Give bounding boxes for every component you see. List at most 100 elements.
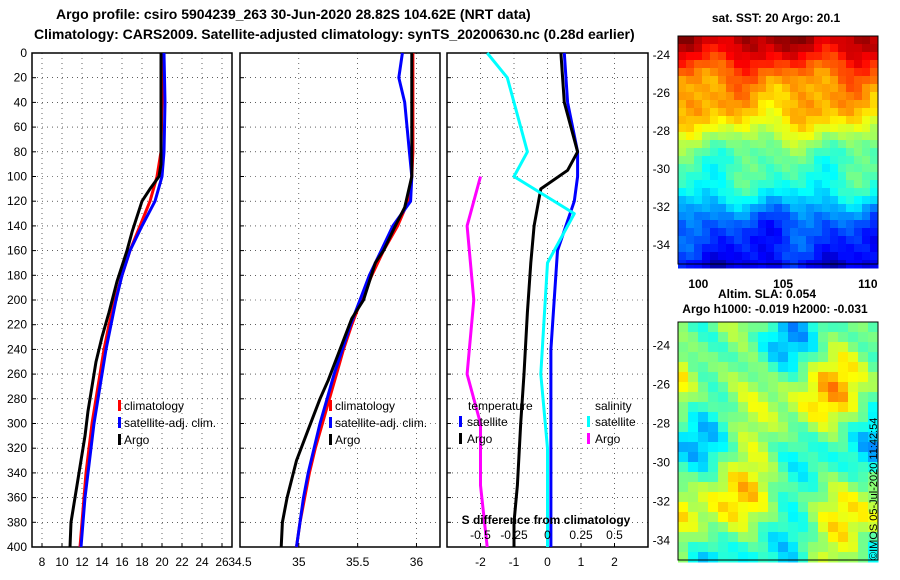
sst-map-cell: [710, 156, 719, 165]
sst-map-cell: [822, 52, 831, 61]
sst-map-cell: [774, 172, 783, 181]
sst-map-cell: [702, 132, 711, 141]
sla-map-cell: [748, 542, 759, 553]
sst-map-cell: [806, 60, 815, 69]
sla-map-cell: [738, 412, 749, 423]
sla-map-cell: [778, 452, 789, 463]
sst-map-cell: [734, 100, 743, 109]
temperature-tick-label: 22: [175, 555, 189, 569]
sla-map-title: Altim. SLA: 0.054: [718, 287, 816, 301]
sst-map-cell: [734, 236, 743, 245]
sst-map-cell: [814, 212, 823, 221]
sst-map-cell: [822, 84, 831, 93]
s-difference-tick-label: 0: [544, 528, 551, 542]
sst-map-cell: [678, 188, 687, 197]
sla-map-cell: [678, 332, 689, 343]
sla-map-cell: [838, 532, 849, 543]
sst-map-cell: [782, 164, 791, 173]
sst-map-cell: [686, 236, 695, 245]
sla-map-cell: [868, 492, 879, 503]
sst-map-cell: [694, 36, 703, 45]
sst-map-cell: [686, 204, 695, 213]
sla-map-cell: [718, 342, 729, 353]
sst-map-cell: [806, 220, 815, 229]
sst-map-cell: [790, 172, 799, 181]
sla-map-cell: [858, 392, 869, 403]
sla-map-cell: [768, 422, 779, 433]
sla-map-cell: [738, 452, 749, 463]
sst-map-cell: [846, 92, 855, 101]
sst-map-cell: [774, 236, 783, 245]
sst-map-cell: [734, 204, 743, 213]
sst-map-cell: [710, 84, 719, 93]
sst-map-cell: [790, 92, 799, 101]
sla-map-cell: [818, 432, 829, 443]
sla-map-cell: [788, 382, 799, 393]
sla-map-cell: [788, 492, 799, 503]
sla-map-cell: [778, 362, 789, 373]
sst-map-cell: [726, 156, 735, 165]
sla-map-cell: [778, 462, 789, 473]
sst-map-cell: [742, 220, 751, 229]
sst-map-cell: [782, 100, 791, 109]
sst-map-cell: [726, 188, 735, 197]
sla-map-cell: [728, 452, 739, 463]
sst-map-cell: [718, 244, 727, 253]
sla-map-cell: [748, 432, 759, 443]
sst-map-cell: [830, 76, 839, 85]
sst-map-cell: [678, 204, 687, 213]
salinity-tick-label: 35.5: [346, 555, 370, 569]
sla-map-cell: [858, 442, 869, 453]
sla-map-cell: [708, 412, 719, 423]
sla-map-cell: [838, 512, 849, 523]
sst-map-cell: [862, 44, 871, 53]
sla-map-cell: [688, 472, 699, 483]
sst-map-cell: [790, 212, 799, 221]
sst-map-cell: [718, 116, 727, 125]
sst-map-cell: [838, 188, 847, 197]
sst-map-cell: [854, 124, 863, 133]
sst-map-cell: [822, 60, 831, 69]
sst-map-cell: [718, 108, 727, 117]
sst-map-cell: [766, 172, 775, 181]
sla-map-cell: [858, 402, 869, 413]
sla-map-cell: [708, 522, 719, 533]
sla-map-cell: [688, 442, 699, 453]
sla-map-cell: [778, 492, 789, 503]
sst-map-cell: [694, 116, 703, 125]
sst-map-cell: [830, 132, 839, 141]
sst-map-cell: [870, 108, 879, 117]
sst-map-cell: [838, 180, 847, 189]
sst-map-cell: [742, 180, 751, 189]
sst-map-cell: [758, 164, 767, 173]
sst-map-cell: [782, 132, 791, 141]
sla-map-cell: [768, 372, 779, 383]
sst-map-cell: [766, 140, 775, 149]
sst-map-latitude-label: -28: [653, 124, 671, 138]
sla-map-cell: [788, 432, 799, 443]
sst-map-cell: [686, 36, 695, 45]
sst-map-cell: [822, 196, 831, 205]
depth-tick-label: 160: [7, 244, 27, 258]
sla-map-cell: [808, 532, 819, 543]
sst-map-cell: [782, 196, 791, 205]
sla-map-cell: [808, 542, 819, 553]
sst-map-cell: [758, 228, 767, 237]
sst-map-cell: [814, 140, 823, 149]
sla-map-cell: [868, 382, 879, 393]
series-line-climatology: [78, 53, 164, 548]
sst-map-cell: [678, 156, 687, 165]
sla-map-cell: [818, 482, 829, 493]
sla-map-cell: [738, 522, 749, 533]
sst-map-cell: [806, 124, 815, 133]
sla-map-cell: [858, 362, 869, 373]
sst-map-cell: [854, 212, 863, 221]
sst-map-cell: [830, 108, 839, 117]
sla-map-cell: [688, 362, 699, 373]
sst-map-cell: [814, 84, 823, 93]
sst-map-cell: [702, 148, 711, 157]
sst-map-cell: [854, 100, 863, 109]
sla-map-cell: [788, 362, 799, 373]
salinity-legend-swatch: [329, 417, 332, 428]
sst-map-cell: [758, 140, 767, 149]
